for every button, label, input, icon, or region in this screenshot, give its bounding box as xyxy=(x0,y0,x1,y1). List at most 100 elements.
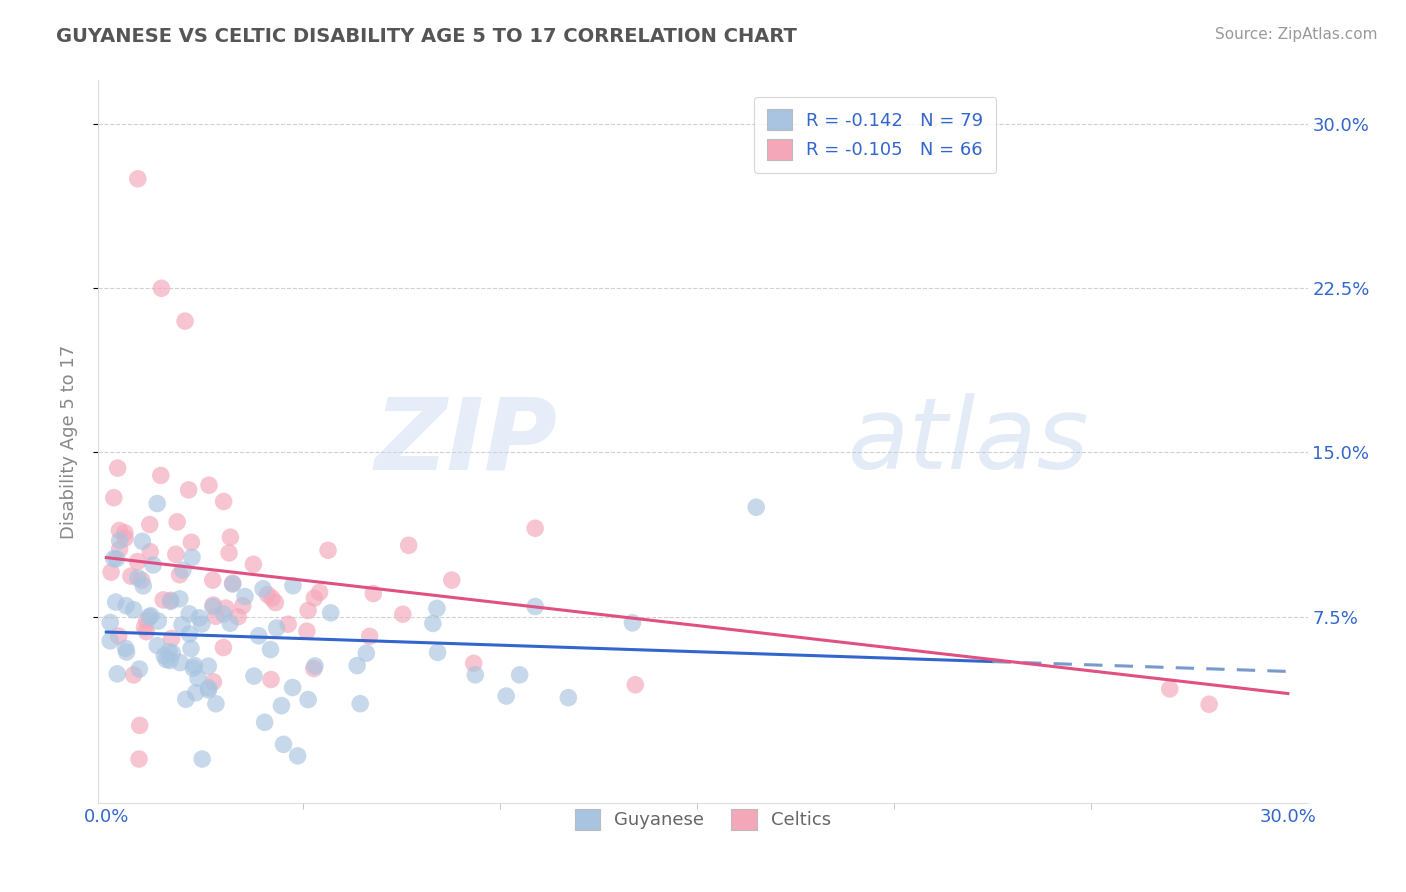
Point xyxy=(183,658,205,673)
Point xyxy=(349,697,371,711)
Point xyxy=(179,627,201,641)
Point xyxy=(142,558,165,572)
Point xyxy=(463,657,485,671)
Point xyxy=(218,546,240,560)
Point xyxy=(153,648,176,663)
Point xyxy=(191,752,214,766)
Point xyxy=(160,593,183,607)
Point xyxy=(146,639,169,653)
Point xyxy=(139,545,162,559)
Point xyxy=(197,681,219,695)
Point xyxy=(103,551,125,566)
Point xyxy=(187,671,209,685)
Point xyxy=(302,661,325,675)
Point xyxy=(464,668,486,682)
Point xyxy=(169,567,191,582)
Point xyxy=(138,610,160,624)
Legend: Guyanese, Celtics: Guyanese, Celtics xyxy=(568,802,838,837)
Point xyxy=(114,525,136,540)
Point xyxy=(212,640,235,655)
Point xyxy=(115,599,138,613)
Point xyxy=(181,550,204,565)
Point xyxy=(122,603,145,617)
Point xyxy=(260,591,283,606)
Point xyxy=(174,692,197,706)
Point xyxy=(152,593,174,607)
Point xyxy=(115,645,138,659)
Point xyxy=(259,642,281,657)
Point xyxy=(191,617,214,632)
Point xyxy=(621,615,644,630)
Point xyxy=(745,500,768,515)
Point xyxy=(170,617,193,632)
Point xyxy=(180,535,202,549)
Point xyxy=(127,555,149,569)
Point xyxy=(205,697,228,711)
Point xyxy=(174,314,197,328)
Point xyxy=(179,607,201,621)
Point xyxy=(146,497,169,511)
Point xyxy=(127,571,149,585)
Point xyxy=(100,565,122,579)
Point xyxy=(219,530,242,544)
Point xyxy=(166,515,188,529)
Point xyxy=(557,690,579,705)
Point xyxy=(132,579,155,593)
Point xyxy=(104,595,127,609)
Point xyxy=(150,281,173,295)
Point xyxy=(440,573,463,587)
Point xyxy=(105,551,128,566)
Point xyxy=(247,629,270,643)
Point xyxy=(169,591,191,606)
Point xyxy=(232,599,254,613)
Point xyxy=(524,521,547,535)
Point xyxy=(197,659,219,673)
Point xyxy=(169,656,191,670)
Point xyxy=(273,737,295,751)
Point xyxy=(159,653,181,667)
Point xyxy=(105,666,128,681)
Point xyxy=(107,629,129,643)
Point xyxy=(180,641,202,656)
Point xyxy=(139,608,162,623)
Point xyxy=(242,558,264,572)
Point xyxy=(128,662,150,676)
Point xyxy=(392,607,415,622)
Point xyxy=(524,599,547,614)
Point xyxy=(128,718,150,732)
Point xyxy=(1198,698,1220,712)
Point xyxy=(319,606,342,620)
Point xyxy=(219,616,242,631)
Point xyxy=(361,586,384,600)
Point xyxy=(295,624,318,639)
Point xyxy=(131,534,153,549)
Point xyxy=(135,624,157,639)
Point xyxy=(202,674,225,689)
Point xyxy=(281,579,304,593)
Point xyxy=(103,491,125,505)
Point xyxy=(287,748,309,763)
Point xyxy=(222,577,245,591)
Point xyxy=(624,678,647,692)
Point xyxy=(177,483,200,497)
Point xyxy=(155,652,177,666)
Point xyxy=(212,607,235,621)
Point xyxy=(212,494,235,508)
Point xyxy=(281,681,304,695)
Point xyxy=(426,601,449,615)
Point xyxy=(233,590,256,604)
Point xyxy=(149,468,172,483)
Point xyxy=(172,563,194,577)
Point xyxy=(127,171,149,186)
Point xyxy=(226,609,249,624)
Text: atlas: atlas xyxy=(848,393,1090,490)
Point xyxy=(107,461,129,475)
Point xyxy=(266,621,288,635)
Text: GUYANESE VS CELTIC DISABILITY AGE 5 TO 17 CORRELATION CHART: GUYANESE VS CELTIC DISABILITY AGE 5 TO 1… xyxy=(56,27,797,45)
Point xyxy=(509,668,531,682)
Point xyxy=(202,598,225,612)
Point xyxy=(201,573,224,587)
Point xyxy=(346,658,368,673)
Point xyxy=(304,591,326,605)
Point xyxy=(270,698,292,713)
